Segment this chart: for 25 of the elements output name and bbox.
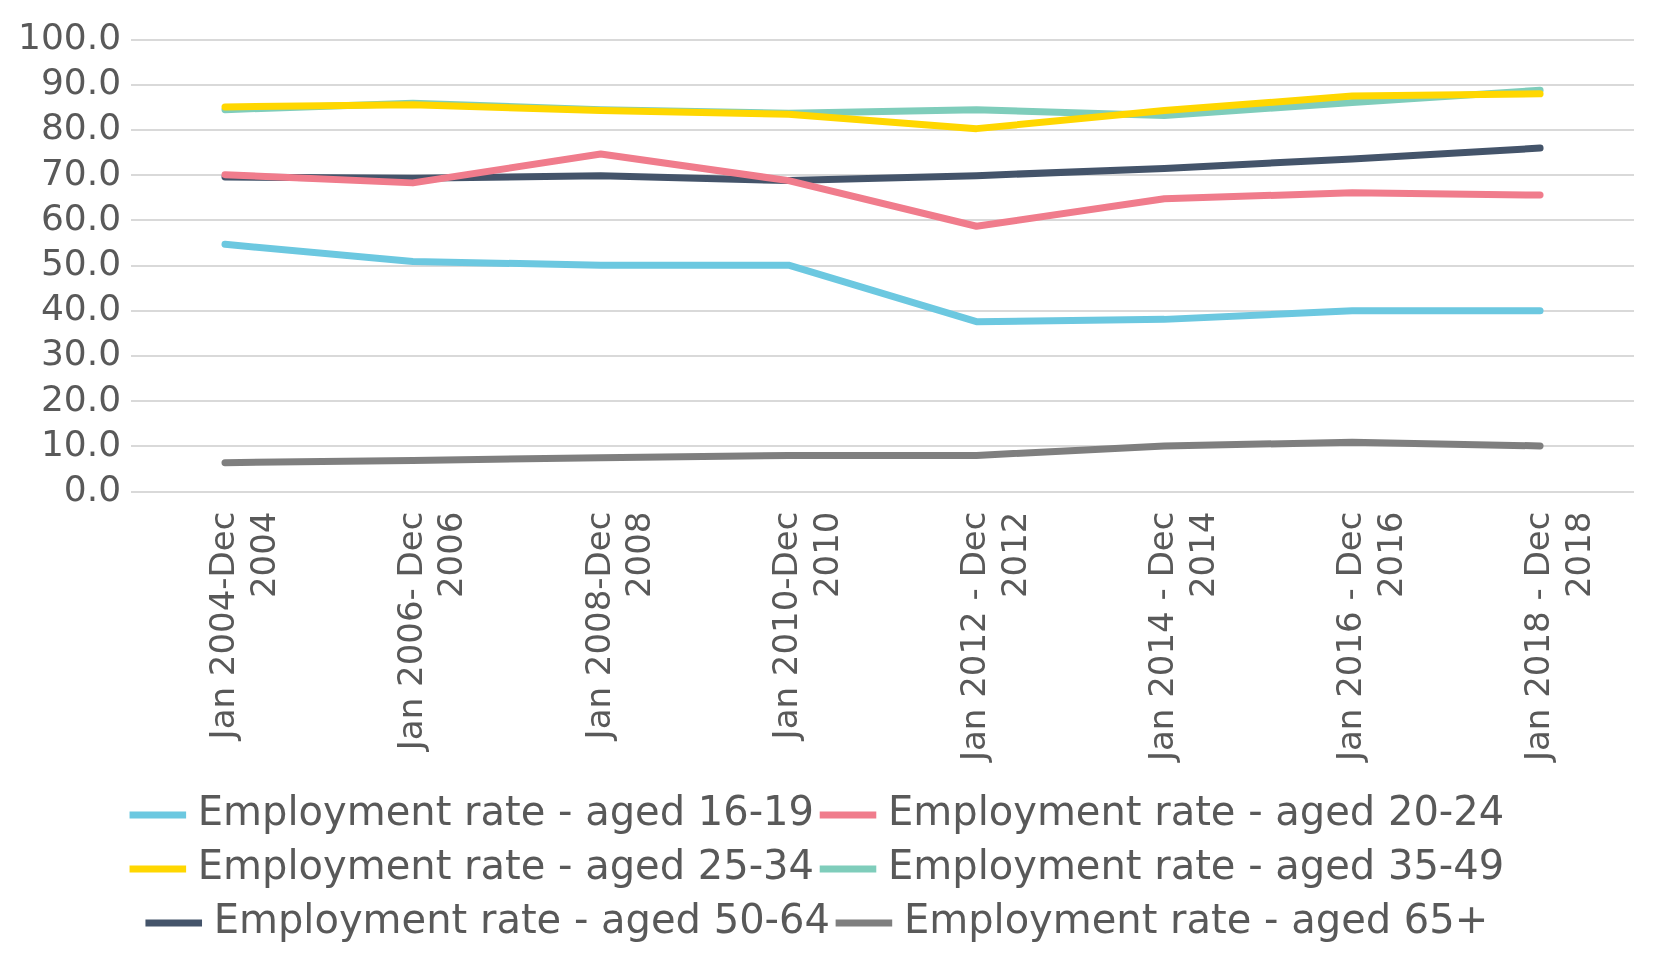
y-tick-label: 50.0 bbox=[40, 241, 122, 283]
legend-label: Employment rate - aged 25-34 bbox=[197, 842, 814, 889]
x-tick-label: Jan 2014 - Dec 2014 bbox=[1141, 511, 1222, 763]
y-tick-label: 30.0 bbox=[40, 332, 122, 374]
x-tick-label: Jan 2004-Dec 2004 bbox=[201, 511, 283, 742]
y-tick-label: 90.0 bbox=[40, 61, 122, 103]
legend-label: Employment rate - aged 50-64 bbox=[213, 896, 830, 943]
y-tick-label: 20.0 bbox=[40, 377, 122, 419]
x-tick-label: Jan 2010-Dec 2010 bbox=[765, 511, 847, 742]
y-tick-label: 80.0 bbox=[40, 106, 122, 148]
legend-label: Employment rate - aged 20-24 bbox=[888, 788, 1505, 835]
x-tick-label: Jan 2012 - Dec 2012 bbox=[953, 511, 1035, 763]
y-tick-label: 70.0 bbox=[40, 151, 122, 193]
x-tick-label: Jan 2008-Dec 2008 bbox=[577, 511, 659, 742]
x-tick-label: Jan 2016 - Dec 2016 bbox=[1329, 511, 1410, 763]
y-tick-label: 100.0 bbox=[18, 15, 122, 57]
y-tick-label: 60.0 bbox=[40, 196, 122, 238]
y-tick-label: 10.0 bbox=[40, 422, 122, 464]
x-tick-label: Jan 2006- Dec 2006 bbox=[389, 511, 471, 753]
y-tick-label: 40.0 bbox=[40, 287, 122, 329]
y-tick-label: 0.0 bbox=[63, 467, 122, 509]
legend-label: Employment rate - aged 35-49 bbox=[888, 842, 1505, 889]
legend-label: Employment rate - aged 16-19 bbox=[197, 788, 814, 835]
x-tick-label: Jan 2018 - Dec 2018 bbox=[1516, 511, 1598, 763]
legend-label: Employment rate - aged 65+ bbox=[903, 896, 1489, 943]
